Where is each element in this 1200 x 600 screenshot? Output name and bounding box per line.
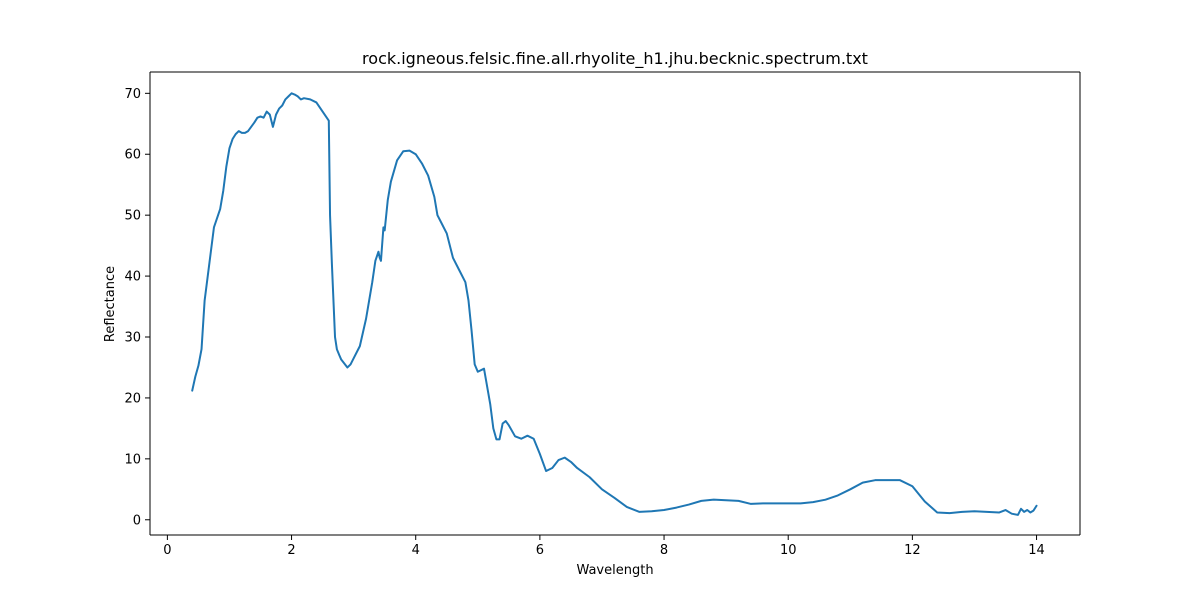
x-axis-label: Wavelength [576,563,653,578]
y-axis-label: Reflectance [103,266,118,342]
x-tick-label: 2 [287,543,295,558]
x-tick-label: 8 [660,543,668,558]
y-tick-label: 20 [124,391,141,406]
y-tick-label: 50 [124,209,141,224]
plot-frame [149,71,1081,536]
y-tick-label: 10 [124,452,141,467]
series-group [191,92,1038,516]
plot-area [150,72,1080,535]
x-tick-label: 14 [1028,543,1045,558]
x-tick-label: 10 [780,543,797,558]
x-tick-label: 12 [904,543,921,558]
x-axis-ticks: 0 2 4 6 8 10 12 14 [163,535,1045,558]
y-axis-ticks: 0 10 20 30 40 50 60 70 [124,87,150,528]
y-tick-label: 30 [124,331,141,346]
y-tick-label: 70 [124,87,141,102]
y-tick-label: 60 [124,148,141,163]
x-tick-label: 4 [412,543,420,558]
spectrum-line-0 [191,92,1038,516]
x-tick-label: 0 [163,543,171,558]
y-tick-label: 0 [133,513,141,528]
chart-title: rock.igneous.felsic.fine.all.rhyolite_h1… [362,49,868,69]
x-tick-label: 6 [536,543,544,558]
y-tick-label: 40 [124,270,141,285]
